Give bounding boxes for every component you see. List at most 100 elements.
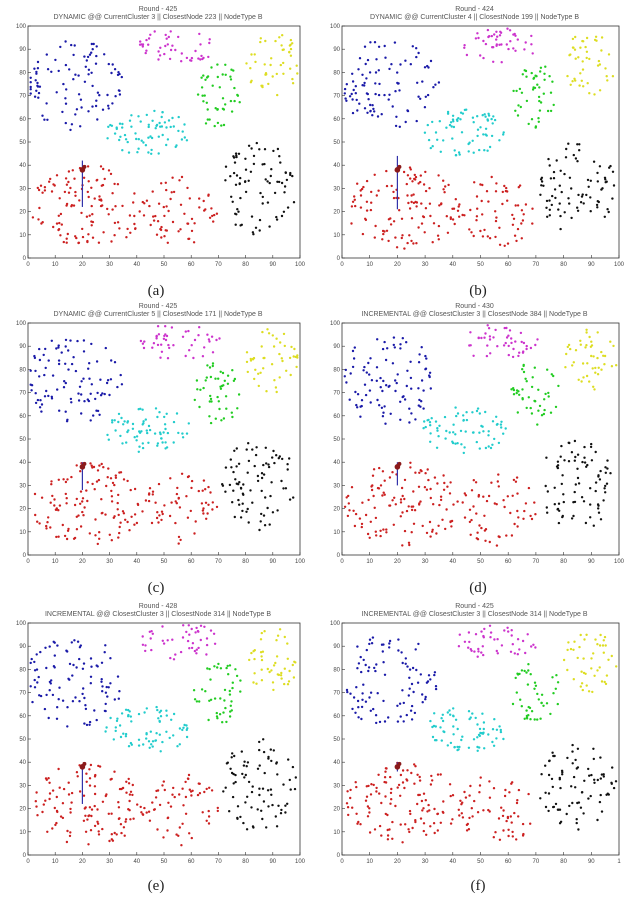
node-point xyxy=(351,80,355,83)
node-point xyxy=(537,95,541,99)
node-point xyxy=(593,674,596,677)
node-point xyxy=(604,466,607,469)
node-point xyxy=(355,812,358,815)
sink-marker xyxy=(397,461,402,466)
node-point xyxy=(69,339,72,342)
node-point xyxy=(122,512,126,515)
node-point xyxy=(108,393,111,397)
node-point xyxy=(260,476,264,480)
node-point xyxy=(600,680,604,683)
node-point xyxy=(214,377,217,380)
node-point xyxy=(394,379,397,382)
node-point xyxy=(233,515,236,519)
node-point xyxy=(578,645,581,649)
node-point xyxy=(251,448,254,451)
x-tick-label: 60 xyxy=(505,559,512,565)
node-point xyxy=(113,182,116,186)
node-point xyxy=(582,812,585,815)
node-point xyxy=(442,179,445,182)
node-point xyxy=(80,393,83,396)
node-point xyxy=(520,209,524,212)
y-tick-label: 20 xyxy=(19,210,26,216)
node-point xyxy=(432,222,436,225)
x-tick-label: 60 xyxy=(188,559,195,565)
node-point xyxy=(429,387,432,390)
node-point xyxy=(288,50,291,54)
node-point xyxy=(40,410,43,413)
node-point xyxy=(593,93,596,96)
node-point xyxy=(29,76,32,80)
node-point xyxy=(64,338,68,342)
node-point xyxy=(587,797,590,800)
node-points xyxy=(29,30,299,245)
node-point xyxy=(401,781,405,784)
node-point xyxy=(157,152,160,155)
node-point xyxy=(36,85,40,88)
node-point xyxy=(222,384,225,387)
x-tick-label: 50 xyxy=(477,859,484,865)
y-tick-label: 80 xyxy=(19,667,26,673)
node-point xyxy=(559,455,562,458)
node-point xyxy=(412,242,415,245)
node-point xyxy=(48,781,51,784)
node-point xyxy=(78,199,81,202)
node-point xyxy=(417,404,420,407)
node-point xyxy=(531,88,535,91)
node-point xyxy=(190,486,193,490)
node-point xyxy=(429,678,432,681)
node-point xyxy=(483,514,486,517)
node-point xyxy=(190,229,194,233)
node-point xyxy=(34,800,37,803)
node-point xyxy=(258,148,261,151)
node-point xyxy=(572,153,575,157)
node-point xyxy=(498,226,501,229)
node-point xyxy=(145,811,148,814)
node-point xyxy=(158,54,162,57)
node-point xyxy=(394,124,398,128)
node-point xyxy=(148,630,151,633)
node-point xyxy=(104,346,108,350)
scatter-plot: 0 10 20 30 40 50 60 70 80 90 100010203040506070809… xyxy=(330,24,625,268)
node-point xyxy=(451,441,455,445)
node-point xyxy=(459,111,463,114)
node-point xyxy=(88,532,92,535)
node-point xyxy=(174,653,177,656)
node-point xyxy=(371,114,374,117)
node-point xyxy=(573,439,577,443)
node-point xyxy=(404,120,407,124)
node-point xyxy=(576,656,579,660)
node-point xyxy=(67,349,70,352)
scatter-plot: 0 10 20 30 40 50 60 70 80 90 100010203040506070809… xyxy=(330,321,625,565)
node-point xyxy=(492,60,495,63)
node-point xyxy=(510,629,513,632)
node-point xyxy=(65,241,68,244)
node-point xyxy=(185,495,188,498)
node-point xyxy=(571,762,574,765)
node-point xyxy=(29,88,32,91)
node-point xyxy=(153,30,156,33)
node-point xyxy=(60,351,63,354)
node-point xyxy=(208,415,211,418)
node-point xyxy=(51,494,54,498)
node-point xyxy=(172,420,176,424)
node-point xyxy=(419,500,422,503)
node-point xyxy=(467,646,470,649)
node-point xyxy=(289,373,292,377)
node-point xyxy=(417,642,420,646)
node-point xyxy=(93,488,96,491)
node-point xyxy=(256,479,260,483)
node-point xyxy=(518,393,521,396)
node-point xyxy=(431,735,435,739)
node-point xyxy=(579,806,583,809)
y-tick-label: 0 xyxy=(23,853,27,859)
node-point xyxy=(381,415,385,418)
node-point xyxy=(71,700,75,703)
node-point xyxy=(512,388,516,392)
node-point xyxy=(120,75,124,79)
node-point xyxy=(167,35,170,39)
node-point xyxy=(109,172,113,176)
node-point xyxy=(484,133,487,136)
node-point xyxy=(579,343,582,346)
node-point xyxy=(184,330,187,333)
node-point xyxy=(355,98,358,102)
